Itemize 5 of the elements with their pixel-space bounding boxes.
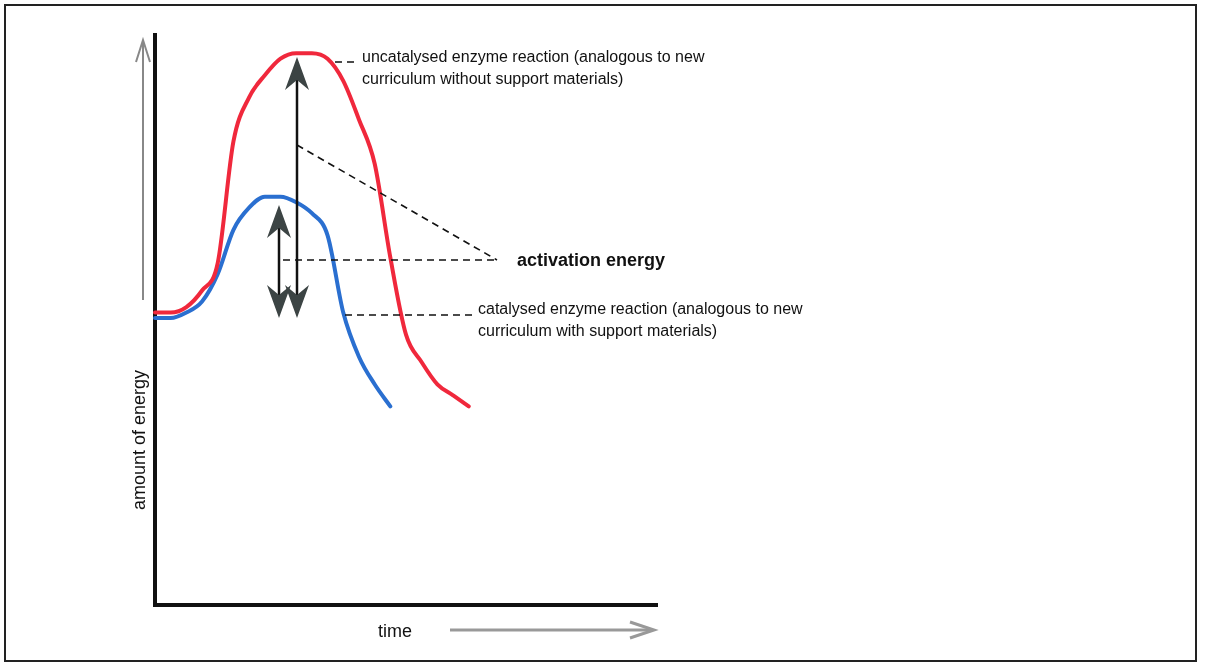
y-axis-title: amount of energy (128, 369, 149, 511)
x-axis-title: time (377, 620, 413, 641)
annotation: uncatalysed enzyme reaction (analogous to new curriculum without support materials) (362, 48, 705, 88)
annotation: activation energy (517, 249, 666, 270)
annotation: catalysed enzyme reaction (analogous to new curriculum with support materials) (478, 300, 804, 340)
